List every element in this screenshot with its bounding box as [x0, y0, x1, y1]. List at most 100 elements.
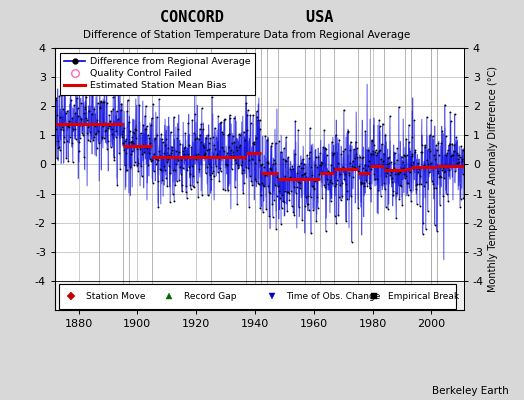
- Point: [59, 106, 68, 112]
- Point: [322, 228, 330, 234]
- Point: [249, 139, 258, 145]
- Point: [272, 193, 281, 200]
- Point: [97, 135, 106, 141]
- Point: [347, 193, 355, 199]
- Point: [436, 173, 445, 179]
- Point: [60, 134, 68, 140]
- Point: [126, 128, 134, 134]
- Point: [219, 131, 227, 137]
- Point: [330, 213, 339, 219]
- Point: [215, 178, 223, 184]
- Point: [430, 184, 438, 191]
- Point: [209, 134, 217, 140]
- Point: [94, 140, 103, 146]
- Point: [249, 112, 257, 118]
- Point: [184, 151, 192, 158]
- Point: [174, 149, 183, 156]
- Point: [297, 165, 305, 172]
- Point: [95, 104, 104, 110]
- Point: [311, 162, 319, 168]
- Point: [130, 162, 139, 168]
- Point: [158, 177, 167, 184]
- Point: [375, 148, 383, 155]
- Point: [228, 133, 237, 140]
- Point: [394, 170, 402, 176]
- Point: [195, 166, 203, 172]
- Point: [389, 192, 397, 198]
- Point: [353, 154, 361, 160]
- Point: [459, 147, 467, 153]
- Point: [135, 88, 143, 95]
- Point: [52, 97, 60, 104]
- Point: [246, 173, 254, 180]
- Point: [224, 132, 232, 138]
- Point: [267, 142, 276, 149]
- Point: [296, 180, 304, 186]
- Point: [193, 135, 201, 141]
- Point: [305, 149, 314, 156]
- Point: [151, 160, 160, 167]
- Point: [315, 162, 324, 168]
- Point: [248, 181, 256, 188]
- Point: [378, 120, 387, 127]
- Point: [452, 150, 461, 156]
- Point: [194, 194, 202, 200]
- Point: [242, 164, 250, 170]
- Point: [107, 144, 115, 150]
- Point: [135, 102, 144, 108]
- Point: [105, 123, 113, 129]
- Point: [182, 182, 191, 189]
- Point: [207, 164, 215, 170]
- Point: [298, 217, 307, 224]
- Point: [302, 200, 311, 207]
- Point: [456, 203, 464, 210]
- Point: [348, 162, 356, 169]
- Point: [235, 144, 244, 150]
- Point: [304, 193, 312, 199]
- Point: [236, 132, 244, 138]
- Point: [358, 180, 367, 186]
- Point: [454, 158, 463, 165]
- Point: [370, 149, 379, 155]
- Point: [339, 148, 347, 154]
- Point: [233, 200, 242, 207]
- Point: [196, 131, 204, 138]
- Point: [303, 152, 311, 158]
- Point: [128, 133, 137, 140]
- Point: [425, 168, 433, 175]
- Point: [139, 142, 147, 148]
- Point: [363, 182, 372, 189]
- Point: [71, 110, 79, 116]
- Point: [274, 182, 282, 189]
- Point: [79, 131, 88, 138]
- Point: [326, 177, 334, 183]
- Point: [155, 148, 163, 154]
- Point: [242, 100, 250, 107]
- Point: [257, 192, 265, 198]
- Point: [431, 156, 439, 162]
- Point: [355, 163, 363, 170]
- Point: [418, 149, 427, 156]
- Point: [194, 136, 203, 142]
- Point: [85, 107, 94, 114]
- Point: [56, 114, 64, 121]
- Point: [200, 152, 208, 159]
- Point: [161, 136, 170, 142]
- Point: [276, 175, 285, 182]
- Point: [114, 87, 123, 93]
- Point: [96, 98, 105, 104]
- Point: [157, 131, 166, 138]
- Point: [139, 144, 148, 150]
- Point: [356, 154, 364, 160]
- Point: [71, 136, 80, 142]
- Point: [204, 161, 213, 168]
- Point: [262, 206, 270, 212]
- Point: [116, 122, 124, 128]
- Point: [260, 183, 269, 190]
- Point: [147, 157, 155, 164]
- Point: [99, 99, 107, 106]
- Point: [285, 197, 293, 203]
- Point: [453, 152, 462, 158]
- Point: [209, 167, 217, 174]
- Point: [91, 130, 100, 137]
